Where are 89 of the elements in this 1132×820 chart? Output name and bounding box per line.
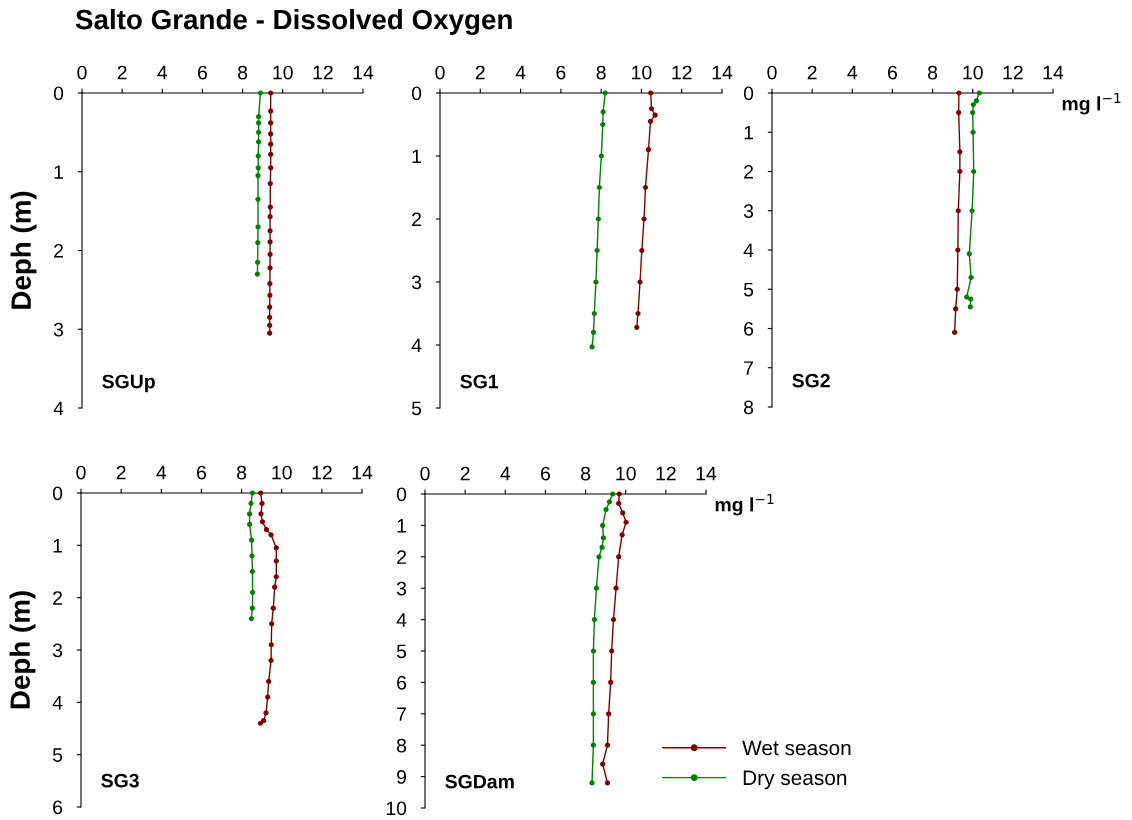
y-tick-label: 1 (412, 149, 421, 164)
y-tick-label: 6 (397, 675, 407, 690)
x-tick-label: 10 (272, 465, 292, 480)
x-tick-label: 10 (616, 466, 636, 481)
y-tick-label: 2 (54, 243, 63, 258)
y-tick-label: 4 (743, 243, 754, 258)
y-tick-label: 2 (744, 164, 753, 179)
x-tick-label: 10 (273, 65, 293, 80)
annotation: SGDam (445, 774, 514, 789)
y-tick-label: 5 (411, 401, 422, 416)
x-tick-label: 4 (156, 465, 167, 480)
x-tick-label: 12 (656, 466, 676, 481)
y-tick-label: 9 (397, 770, 407, 784)
y-tick-label: 4 (52, 696, 63, 710)
y-axis-title: Deph (m) (9, 591, 36, 709)
legend-label: Dry season (743, 770, 847, 790)
y-tick-label: 3 (411, 275, 422, 290)
x-tick-label: 4 (500, 466, 511, 481)
x-tick-label: 14 (696, 466, 717, 481)
x-tick-label: 4 (515, 65, 526, 80)
y-tick-label: 1 (744, 125, 753, 140)
x-tick-label: 6 (198, 65, 207, 80)
y-tick-label: 5 (743, 282, 754, 297)
x-tick-label: 6 (556, 65, 566, 80)
y-tick-label: 0 (396, 487, 407, 502)
x-tick-label: 14 (1043, 65, 1064, 80)
x-tick-label: 2 (116, 465, 126, 480)
x-tick-label: 14 (352, 465, 373, 480)
y-axis-title: Deph (m) (10, 191, 37, 309)
y-tick-label: 4 (53, 401, 64, 416)
y-tick-label: 8 (743, 400, 754, 415)
y-tick-label: 2 (397, 550, 406, 564)
x-tick-label: 0 (767, 65, 777, 80)
chart-title: Salto Grande - Dissolved Oxygen (75, 8, 512, 36)
y-tick-label: 6 (53, 800, 63, 815)
x-tick-label: 2 (807, 65, 817, 80)
y-tick-label: 7 (744, 361, 753, 375)
y-tick-label: 7 (397, 707, 406, 721)
x-tick-label: 8 (237, 465, 247, 480)
y-tick-label: 1 (53, 539, 62, 553)
x-tick-label: 0 (76, 465, 86, 480)
x-tick-label: 10 (632, 65, 652, 80)
x-tick-label: 14 (712, 65, 733, 80)
y-tick-label: 1 (54, 165, 63, 179)
annotation: SG1 (460, 374, 499, 389)
annotation: SGUp (102, 374, 155, 393)
x-tick-label: 2 (460, 466, 470, 481)
x-tick-label: 2 (475, 65, 485, 80)
y-tick-label: 0 (52, 486, 63, 501)
y-tick-label: 0 (743, 86, 754, 101)
x-tick-label: 4 (847, 65, 858, 80)
y-tick-label: 3 (396, 581, 407, 596)
y-tick-label: 10 (386, 801, 407, 816)
x-tick-label: 8 (238, 65, 248, 80)
y-tick-label: 0 (411, 86, 422, 101)
y-tick-label: 3 (743, 204, 754, 218)
x-tick-label: 6 (888, 65, 897, 80)
x-tick-label: 14 (353, 65, 374, 80)
annotation: SG3 (101, 773, 139, 788)
y-tick-label: 5 (52, 748, 63, 762)
x-tick-label: 2 (117, 65, 127, 80)
y-tick-label: 3 (53, 322, 64, 337)
text: mg l$^{−1}$ (715, 494, 774, 516)
x-tick-label: 8 (581, 466, 591, 481)
y-tick-label: 5 (396, 644, 407, 659)
y-tick-label: 3 (52, 643, 63, 658)
y-tick-label: 2 (53, 591, 62, 605)
x-tick-label: 12 (1003, 65, 1023, 80)
y-tick-label: 1 (397, 519, 406, 533)
legend-label: Wet season (742, 740, 851, 756)
x-tick-label: 12 (672, 65, 692, 80)
x-tick-label: 8 (928, 65, 938, 80)
x-tick-label: 12 (312, 465, 332, 480)
y-tick-label: 4 (396, 613, 407, 627)
x-tick-label: 0 (77, 65, 87, 80)
x-tick-label: 10 (963, 65, 983, 80)
annotation: SG2 (792, 373, 830, 388)
x-tick-label: 6 (197, 465, 206, 480)
y-tick-label: 0 (53, 86, 64, 101)
y-tick-label: 4 (411, 338, 422, 353)
y-tick-label: 6 (744, 321, 754, 336)
x-tick-label: 0 (435, 65, 445, 80)
x-tick-label: 8 (596, 65, 606, 80)
text: mg l$^{−1}$ (1062, 93, 1121, 115)
x-tick-label: 12 (313, 65, 333, 80)
y-tick-label: 2 (412, 212, 421, 227)
x-tick-label: 4 (157, 65, 168, 80)
y-tick-label: 8 (396, 738, 407, 753)
x-tick-label: 6 (541, 466, 550, 481)
